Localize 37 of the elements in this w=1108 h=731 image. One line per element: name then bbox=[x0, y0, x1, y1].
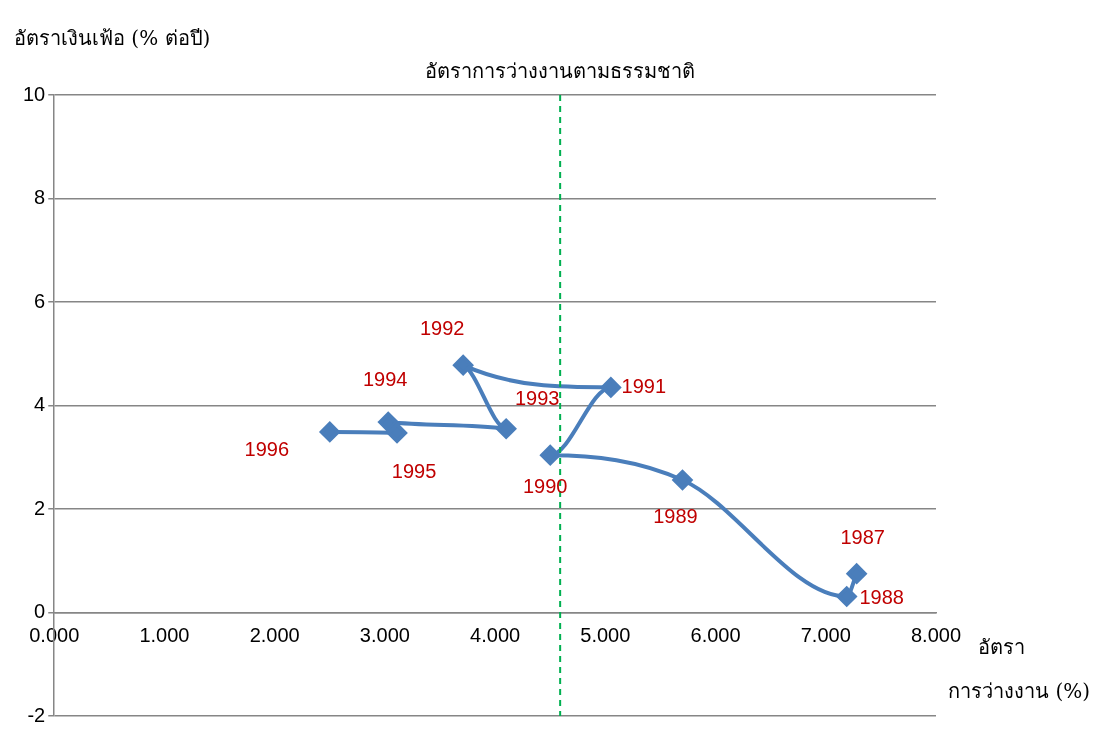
point bbox=[836, 586, 857, 607]
annotation: 1992 bbox=[419, 316, 465, 339]
annotation: 1995 bbox=[391, 460, 437, 483]
x-tick-label: 3.000 bbox=[359, 624, 410, 647]
y-tick-label: 2 bbox=[34, 496, 46, 519]
y-axis-title: อัตราเงินเฟ้อ (% ต่อปี) bbox=[14, 26, 211, 51]
annotation: 1987 bbox=[840, 526, 885, 549]
x-tick-label: 5.000 bbox=[580, 624, 631, 647]
point bbox=[496, 418, 517, 439]
ref-line-label: อัตราการว่างงานตามธรรมชาติ bbox=[425, 59, 696, 84]
x-tick-label: 1.000 bbox=[139, 624, 190, 647]
annotation: 1994 bbox=[362, 367, 408, 390]
annotation: 1989 bbox=[653, 504, 698, 527]
point bbox=[387, 422, 408, 443]
y-tick-label: 6 bbox=[34, 289, 46, 312]
point bbox=[378, 412, 399, 433]
point bbox=[319, 421, 340, 442]
x-tick-label: 6.000 bbox=[690, 624, 741, 647]
y-tick-label: 0 bbox=[34, 600, 46, 623]
point bbox=[600, 377, 621, 398]
annotation: 1990 bbox=[522, 474, 568, 497]
y-tick-label: -2 bbox=[27, 703, 46, 726]
annotation: 1988 bbox=[859, 585, 904, 608]
x-tick-label: 4.000 bbox=[470, 624, 521, 647]
point bbox=[453, 355, 474, 376]
point bbox=[672, 470, 693, 491]
annotation: 1991 bbox=[621, 374, 667, 397]
y-tick-label: 10 bbox=[23, 82, 46, 105]
x-tick-label: 0.000 bbox=[29, 624, 80, 647]
annotation: 1996 bbox=[244, 438, 290, 461]
y-tick-label: 8 bbox=[34, 186, 46, 209]
x-tick-label: 2.000 bbox=[249, 624, 300, 647]
point bbox=[846, 563, 867, 584]
x-tick-label: 7.000 bbox=[800, 624, 851, 647]
point bbox=[540, 445, 561, 466]
y-tick-label: 4 bbox=[34, 393, 46, 416]
annotation: 1993 bbox=[514, 387, 560, 410]
